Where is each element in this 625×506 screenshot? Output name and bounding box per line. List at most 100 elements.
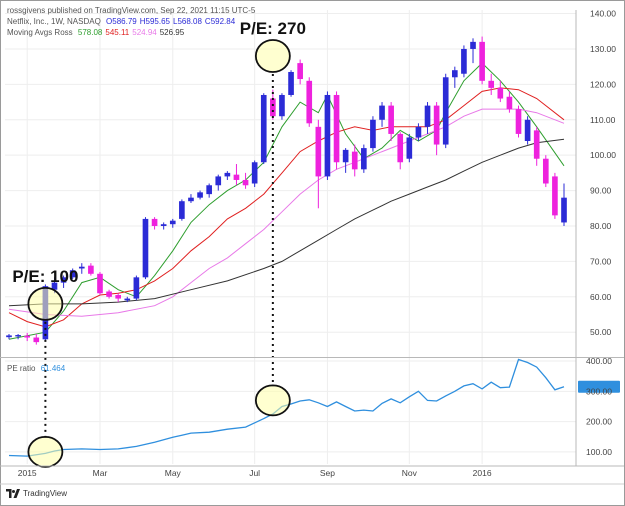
pe-legend-title: PE ratio xyxy=(7,364,36,373)
candle-body xyxy=(406,137,413,159)
candle-body xyxy=(151,218,158,226)
candle-body xyxy=(15,335,21,337)
y-tick-label: 110.00 xyxy=(590,115,616,125)
x-tick-label: 2016 xyxy=(473,468,492,478)
symbol-line: Netflix, Inc., 1W, NASDAQ O586.79 H595.65… xyxy=(7,17,241,26)
footer: TradingView xyxy=(6,489,67,498)
pe-y-tick-label: 300.00 xyxy=(586,386,612,396)
candle-body xyxy=(288,71,294,95)
candle-body xyxy=(506,96,513,110)
grid xyxy=(5,10,576,464)
candles xyxy=(6,36,567,345)
y-tick-label: 60.00 xyxy=(590,292,612,302)
y-tick-label: 70.00 xyxy=(590,256,612,266)
candle-body xyxy=(297,63,303,80)
candle-body xyxy=(224,172,231,177)
ma-value-3: 526.95 xyxy=(159,28,185,37)
footer-brand: TradingView xyxy=(23,489,68,498)
pe-panel xyxy=(8,358,620,457)
candle-body xyxy=(142,218,149,278)
annotation-pe-circle xyxy=(254,384,291,417)
candle-body xyxy=(524,119,531,142)
candle-body xyxy=(451,70,458,78)
candle-body xyxy=(160,224,167,226)
annotation-label: P/E: 270 xyxy=(240,19,306,38)
candle-body xyxy=(33,337,40,343)
ma-fast-line xyxy=(8,62,565,340)
candle-body xyxy=(415,126,422,138)
annotation-price-circle xyxy=(27,286,64,321)
ma-label: Moving Avgs Ross xyxy=(7,28,73,37)
candle-body xyxy=(315,126,322,177)
pe-y-tick-label: 200.00 xyxy=(586,417,612,427)
publisher-text: rossgivens published on TradingView.com,… xyxy=(7,6,256,15)
pe-legend: PE ratio 61.464 xyxy=(7,364,68,373)
ohlc-h: H595.65 xyxy=(139,17,170,26)
moving-averages xyxy=(8,62,565,340)
candle-body xyxy=(133,277,140,299)
candle-body xyxy=(442,77,449,145)
candle-body xyxy=(279,94,285,117)
candle-body xyxy=(69,270,76,278)
candle-body xyxy=(479,41,485,81)
candle-body xyxy=(461,48,467,74)
candle-body xyxy=(215,176,222,186)
candle-body xyxy=(533,130,540,159)
candle-body xyxy=(515,109,522,134)
y-tick-label: 100.00 xyxy=(590,150,616,160)
y-tick-label: 140.00 xyxy=(590,9,616,19)
pe-ratio-line xyxy=(8,358,565,457)
candle-body xyxy=(97,273,103,294)
pe-legend-value: 61.464 xyxy=(40,364,66,373)
y-tick-label: 120.00 xyxy=(590,79,616,89)
ma-value-1: 545.11 xyxy=(105,28,130,37)
ohlc-values: O586.79 H595.65 L568.08 C592.84 xyxy=(106,17,238,26)
candle-body xyxy=(333,94,340,163)
candle-body xyxy=(169,220,176,225)
ma-value-2: 524.94 xyxy=(132,28,157,37)
candle-body xyxy=(179,201,185,219)
candle-body xyxy=(433,105,440,145)
candle-body xyxy=(260,94,267,163)
candle-body xyxy=(552,176,558,216)
candle-body xyxy=(233,174,240,180)
y-tick-label: 130.00 xyxy=(590,44,616,54)
candle-body xyxy=(270,98,276,117)
x-tick-label: May xyxy=(165,468,182,478)
candle-body xyxy=(24,335,31,338)
candle-body xyxy=(324,94,331,177)
candle-body xyxy=(88,265,94,274)
candle-body xyxy=(51,282,58,290)
candle-body xyxy=(242,179,249,186)
candle-body xyxy=(488,80,495,88)
candle-body xyxy=(106,291,112,297)
ma-slow-line xyxy=(8,108,565,317)
tradingview-logo-icon xyxy=(6,489,20,498)
candle-body xyxy=(542,158,549,184)
ohlc-l: L568.08 xyxy=(173,17,202,26)
annotations: P/E: 100 P/E: 270 xyxy=(12,19,306,468)
candle-body xyxy=(197,192,203,198)
y-tick-label: 80.00 xyxy=(590,221,612,231)
ma-long-line xyxy=(8,138,565,307)
ma-line: Moving Avgs Ross 578.08 545.11 524.94 526.9… xyxy=(7,28,190,37)
symbol-text: Netflix, Inc., 1W, NASDAQ xyxy=(7,17,101,26)
x-tick-label: Mar xyxy=(93,468,108,478)
candle-body xyxy=(370,119,376,149)
annotation-pe-circle xyxy=(27,435,64,468)
candle-body xyxy=(124,298,131,301)
candle-body xyxy=(388,105,394,134)
candle-body xyxy=(379,105,385,120)
x-tick-label: Jul xyxy=(249,468,260,478)
ma-values: 578.08 545.11 524.94 526.95 xyxy=(78,28,187,37)
publisher-line: rossgivens published on TradingView.com,… xyxy=(7,6,258,15)
ma-value-0: 578.08 xyxy=(77,28,103,37)
ohlc-c: C592.84 xyxy=(204,17,236,26)
candle-body xyxy=(206,185,212,195)
candle-body xyxy=(351,151,358,170)
candle-body xyxy=(60,277,67,283)
annotation-price-circle xyxy=(254,39,291,73)
candle-body xyxy=(78,266,85,269)
pe-y-tick-label: 100.00 xyxy=(586,447,612,457)
